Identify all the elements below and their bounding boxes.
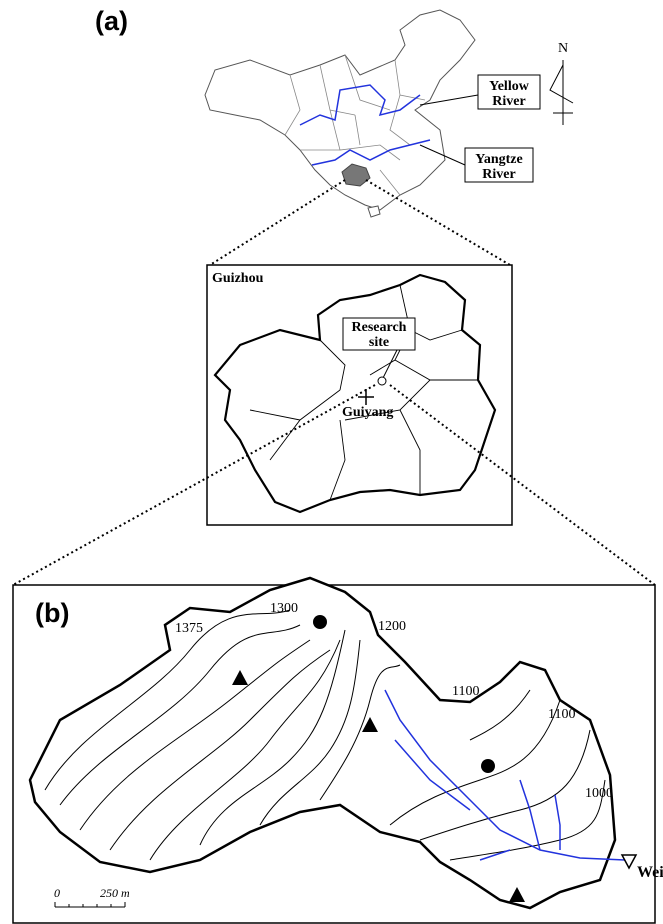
- circle-marker: [481, 759, 495, 773]
- river-label: Yangtze: [475, 152, 522, 167]
- site-marker: [378, 377, 386, 385]
- scale-label: 0: [54, 886, 60, 900]
- province-label: Guizhou: [212, 271, 264, 286]
- zoom-line: [366, 180, 510, 265]
- scale-label: 250 m: [100, 886, 130, 900]
- site-label: site: [369, 335, 389, 350]
- contour-label: 1100: [548, 707, 575, 722]
- contour-label: 1000: [585, 786, 613, 801]
- north-arrow: [550, 60, 573, 125]
- contour-label: 1300: [270, 601, 298, 616]
- contour-label: 1375: [175, 621, 203, 636]
- hainan: [368, 206, 380, 217]
- figure: (a) Yellow River Yangtze River N Guizhou…: [0, 0, 663, 924]
- site-label: Research: [352, 320, 407, 335]
- river-label: River: [482, 167, 515, 182]
- river-label: River: [492, 94, 525, 109]
- north-label: N: [558, 41, 568, 56]
- contour-label: 1100: [452, 684, 479, 699]
- panel-label: (a): [95, 6, 128, 36]
- weir-label: Weir: [637, 864, 663, 881]
- china-map: [205, 10, 475, 210]
- city-label: Guiyang: [342, 405, 393, 420]
- river-label: Yellow: [489, 79, 530, 94]
- circle-marker: [313, 615, 327, 629]
- contour-label: 1200: [378, 619, 406, 634]
- zoom-line: [210, 180, 345, 265]
- panel-label: (b): [35, 598, 69, 628]
